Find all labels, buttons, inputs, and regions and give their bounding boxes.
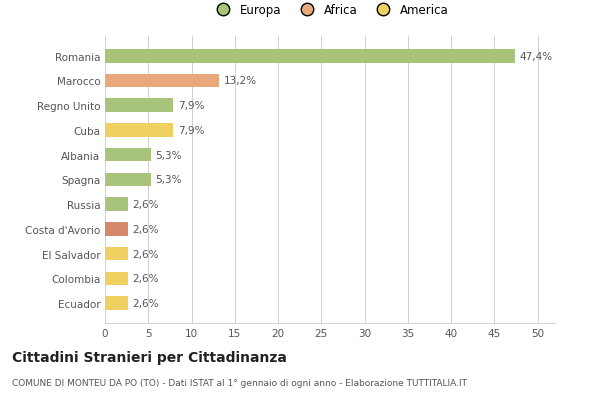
Text: Cittadini Stranieri per Cittadinanza: Cittadini Stranieri per Cittadinanza [12,350,287,364]
Bar [105,99,173,113]
Text: 13,2%: 13,2% [224,76,257,86]
Text: 7,9%: 7,9% [178,101,204,111]
Text: 7,9%: 7,9% [178,126,204,136]
Text: 2,6%: 2,6% [132,249,158,259]
Bar [105,297,128,310]
Text: 5,3%: 5,3% [155,175,182,185]
Text: 2,6%: 2,6% [132,298,158,308]
Bar [105,74,219,88]
Bar [105,247,128,261]
Text: 2,6%: 2,6% [132,274,158,283]
Text: 2,6%: 2,6% [132,200,158,210]
Bar [105,50,515,63]
Bar [105,222,128,236]
Text: COMUNE DI MONTEU DA PO (TO) - Dati ISTAT al 1° gennaio di ogni anno - Elaborazio: COMUNE DI MONTEU DA PO (TO) - Dati ISTAT… [12,378,467,387]
Bar [105,272,128,285]
Text: 2,6%: 2,6% [132,224,158,234]
Bar [105,124,173,137]
Bar [105,173,151,187]
Text: 5,3%: 5,3% [155,150,182,160]
Bar [105,198,128,211]
Bar [105,148,151,162]
Legend: Europa, Africa, America: Europa, Africa, America [209,2,451,20]
Text: 47,4%: 47,4% [520,52,553,62]
